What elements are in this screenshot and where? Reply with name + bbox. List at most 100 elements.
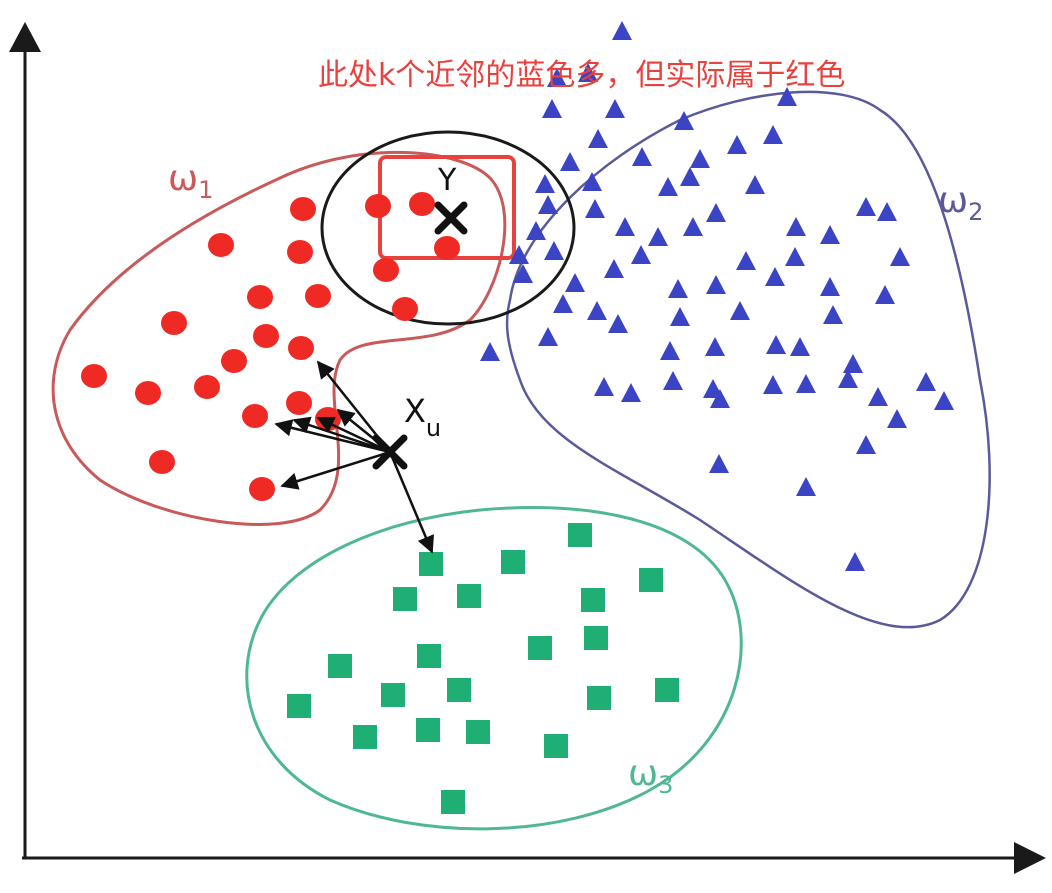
blue-triangle-point <box>660 341 680 360</box>
annotation-text: 此处k个近邻的蓝色多，但实际属于红色 <box>318 58 846 93</box>
blue-triangle-point <box>934 391 954 410</box>
red-circle-point <box>290 197 316 221</box>
class-omega2-points <box>480 21 954 571</box>
blue-triangle-point <box>588 129 608 148</box>
blue-triangle-point <box>658 177 678 196</box>
blue-triangle-point <box>790 337 810 356</box>
blue-triangle-point <box>565 273 585 292</box>
green-square-point <box>501 550 525 574</box>
red-circle-point <box>305 284 331 308</box>
blue-triangle-point <box>745 175 765 194</box>
cluster-omega1-outline <box>51 151 507 526</box>
blue-triangle-point <box>820 277 840 296</box>
red-circle-point <box>286 391 312 415</box>
blue-triangle-point <box>513 264 533 283</box>
blue-triangle-point <box>648 227 668 246</box>
blue-triangle-point <box>916 372 936 391</box>
red-circle-point <box>208 233 234 257</box>
blue-triangle-point <box>875 285 895 304</box>
red-circle-point <box>242 404 268 428</box>
blue-triangle-point <box>820 225 840 244</box>
neighbor-arrow <box>274 419 391 454</box>
blue-triangle-point <box>706 275 726 294</box>
red-circle-point <box>409 192 435 216</box>
red-circle-point <box>373 258 399 282</box>
axes <box>9 22 1046 874</box>
neighbor-arrow <box>316 416 391 454</box>
blue-triangle-point <box>587 301 607 320</box>
blue-triangle-point <box>785 247 805 266</box>
green-square-point <box>381 683 405 707</box>
blue-triangle-point <box>547 68 567 87</box>
green-square-point <box>466 720 490 744</box>
class-omega3-points <box>287 523 679 814</box>
red-circle-point <box>135 381 161 405</box>
blue-triangle-point <box>845 552 865 571</box>
blue-triangle-point <box>578 63 598 82</box>
red-circle-point <box>149 450 175 474</box>
red-circle-point <box>365 194 391 218</box>
blue-triangle-point <box>538 195 558 214</box>
blue-triangle-point <box>823 305 843 324</box>
blue-triangle-point <box>777 87 797 106</box>
blue-triangle-point <box>585 199 605 218</box>
blue-triangle-point <box>765 267 785 286</box>
blue-triangle-point <box>709 454 729 473</box>
blue-triangle-point <box>890 247 910 266</box>
class-omega1-points <box>81 192 460 501</box>
blue-triangle-point <box>710 389 730 408</box>
green-square-point <box>417 644 441 668</box>
blue-triangle-point <box>668 279 688 298</box>
neighbor-arrows <box>274 360 434 554</box>
red-circle-point <box>194 375 220 399</box>
blue-triangle-point <box>582 172 602 191</box>
x-axis-arrow <box>1014 842 1046 874</box>
y-axis-arrow <box>9 22 41 52</box>
knn-neighborhood-circle <box>320 130 576 326</box>
blue-triangle-point <box>680 167 700 186</box>
blue-triangle-point <box>887 409 907 428</box>
blue-triangle-point <box>542 99 562 118</box>
green-square-point <box>544 734 568 758</box>
blue-triangle-point <box>796 374 816 393</box>
red-circle-point <box>287 240 313 264</box>
label-xu: Xu <box>404 392 441 442</box>
label-y: Y <box>437 163 457 198</box>
blue-triangle-point <box>632 147 652 166</box>
blue-triangle-point <box>856 197 876 216</box>
green-square-point <box>287 694 311 718</box>
red-circle-point <box>81 364 107 388</box>
neighbor-arrow <box>280 450 391 490</box>
neighbor-arrow <box>292 416 391 454</box>
green-square-point <box>353 725 377 749</box>
blue-triangle-point <box>544 241 564 260</box>
blue-triangle-point <box>674 111 694 130</box>
blue-triangle-point <box>560 152 580 171</box>
blue-triangle-point <box>594 377 614 396</box>
blue-triangle-point <box>670 307 690 326</box>
blue-triangle-point <box>796 477 816 496</box>
blue-triangle-point <box>705 337 725 356</box>
blue-triangle-point <box>763 125 783 144</box>
blue-triangle-point <box>730 301 750 320</box>
blue-triangle-point <box>612 21 632 40</box>
cluster-omega2-outline <box>505 90 991 629</box>
blue-triangle-point <box>538 327 558 346</box>
blue-triangle-point <box>509 245 529 264</box>
green-square-point <box>584 626 608 650</box>
red-circle-point <box>249 477 275 501</box>
blue-triangle-point <box>608 314 628 333</box>
cluster-omega3-outline <box>245 506 743 831</box>
green-square-point <box>419 552 443 576</box>
blue-triangle-point <box>877 202 897 221</box>
blue-triangle-point <box>553 294 573 313</box>
green-square-point <box>457 584 481 608</box>
blue-triangle-point <box>621 383 641 402</box>
red-circle-point <box>161 311 187 335</box>
blue-triangle-point <box>736 251 756 270</box>
blue-triangle-point <box>763 375 783 394</box>
blue-triangle-point <box>706 203 726 222</box>
green-square-point <box>441 790 465 814</box>
blue-triangle-point <box>838 369 858 388</box>
green-square-point <box>416 718 440 742</box>
